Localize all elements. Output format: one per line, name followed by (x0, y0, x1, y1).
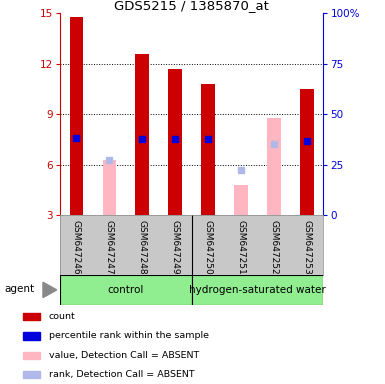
Bar (267, 118, 281, 215)
Bar (60, 275, 191, 305)
Text: GSM647251: GSM647251 (236, 220, 246, 275)
Text: count: count (49, 312, 75, 321)
Text: percentile rank within the sample: percentile rank within the sample (49, 331, 209, 341)
Text: value, Detection Call = ABSENT: value, Detection Call = ABSENT (49, 351, 199, 360)
Bar (136, 54, 149, 215)
Bar (300, 89, 313, 215)
Text: hydrogen-saturated water: hydrogen-saturated water (189, 285, 326, 295)
Bar (169, 69, 182, 215)
Text: control: control (107, 285, 144, 295)
Bar (23, 371, 40, 378)
Bar (23, 332, 40, 340)
Text: GSM647250: GSM647250 (204, 220, 213, 275)
Bar (23, 351, 40, 359)
Text: GSM647247: GSM647247 (105, 220, 114, 275)
Bar (234, 185, 248, 215)
Bar (23, 313, 40, 321)
Title: GDS5215 / 1385870_at: GDS5215 / 1385870_at (114, 0, 269, 12)
Text: GSM647246: GSM647246 (72, 220, 81, 275)
Text: GSM647248: GSM647248 (137, 220, 147, 275)
Text: GSM647253: GSM647253 (302, 220, 311, 275)
Bar (70, 17, 83, 215)
Bar (102, 160, 116, 215)
Bar (191, 275, 323, 305)
Text: GSM647249: GSM647249 (171, 220, 179, 275)
Text: GSM647252: GSM647252 (270, 220, 278, 275)
Text: agent: agent (5, 284, 35, 294)
Text: rank, Detection Call = ABSENT: rank, Detection Call = ABSENT (49, 370, 194, 379)
Polygon shape (43, 282, 57, 298)
Bar (201, 84, 214, 215)
